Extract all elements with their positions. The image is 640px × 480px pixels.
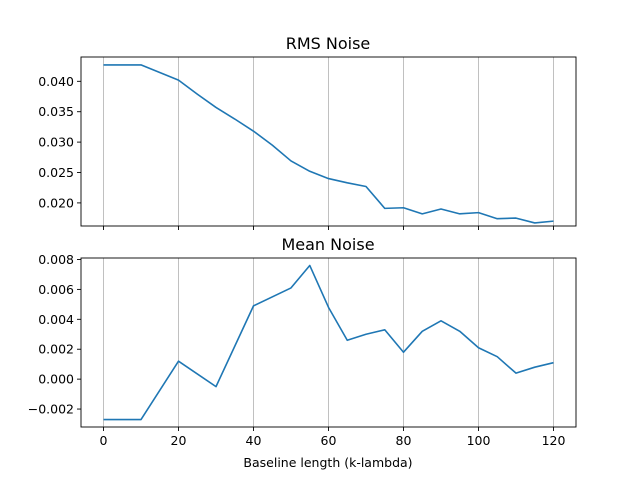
rms-ytick-label-4: 0.040 (38, 74, 74, 89)
mean-xtick-label-0: 0 (100, 433, 108, 448)
mean-noise-title: Mean Noise (281, 235, 374, 254)
rms-series-line (103, 64, 554, 224)
x-axis-label: Baseline length (k-lambda) (243, 455, 412, 470)
mean-series-line (103, 264, 554, 421)
rms-ytick-label-1: 0.025 (38, 165, 74, 180)
mean-xtick-label-1: 20 (171, 433, 187, 448)
mean-ytick-label-0: −0.002 (28, 402, 74, 417)
mean-ytick-label-4: 0.006 (38, 282, 74, 297)
rms-noise-subplot: RMS Noise 0.020 0.025 0.030 0.035 0.040 (38, 34, 577, 230)
rms-ytick-label-2: 0.030 (38, 135, 74, 150)
mean-xtick-label-2: 40 (246, 433, 262, 448)
rms-noise-plot-area: 0.020 0.025 0.030 0.035 0.040 (38, 56, 577, 230)
rms-ytick-label-3: 0.035 (38, 104, 74, 119)
mean-xtick-label-6: 120 (542, 433, 566, 448)
mean-ytick-label-3: 0.004 (38, 312, 74, 327)
mean-ytick-label-5: 0.008 (38, 252, 74, 267)
rms-ytick-label-0: 0.020 (38, 195, 74, 210)
mean-ytick-label-2: 0.002 (38, 342, 74, 357)
rms-noise-title: RMS Noise (286, 34, 371, 53)
mean-noise-plot-area: 0 20 40 60 80 100 120 −0.002 0.000 0.002 0.004 0.00… (28, 252, 577, 448)
mean-xtick-label-5: 100 (467, 433, 491, 448)
mean-xtick-label-4: 80 (396, 433, 412, 448)
mean-xtick-label-3: 60 (321, 433, 337, 448)
mean-noise-subplot: Mean Noise 0 20 40 60 80 100 120 −0.002 0.000 0.0… (28, 235, 577, 470)
mean-ytick-label-1: 0.000 (38, 372, 74, 387)
